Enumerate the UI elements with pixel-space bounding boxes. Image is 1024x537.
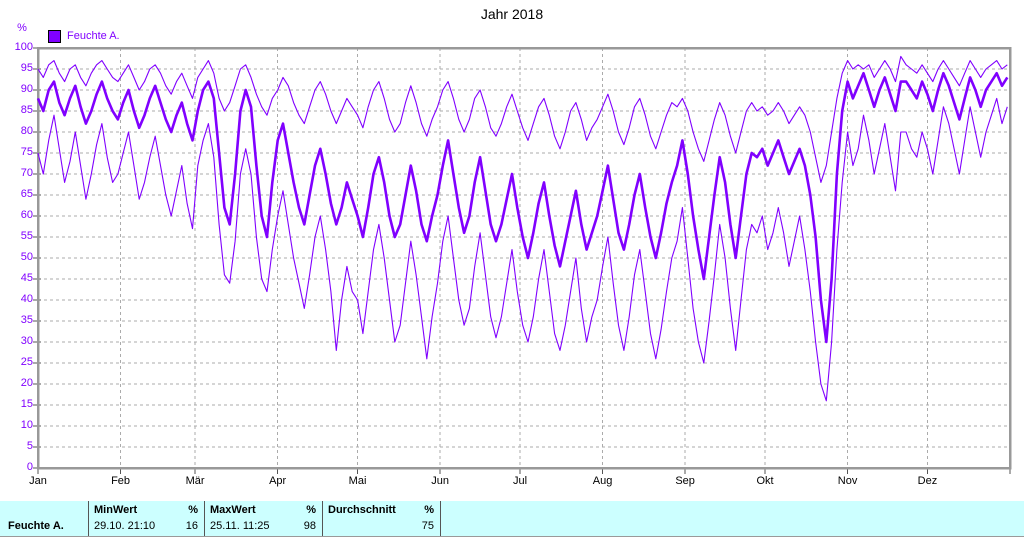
x-tick-label: Aug: [592, 475, 613, 487]
x-tick-label: Dez: [917, 475, 938, 487]
min-datetime: 29.10. 21:10: [94, 520, 156, 532]
x-tick-label: Sep: [675, 475, 695, 487]
max-datetime: 25.11. 11:25: [210, 520, 270, 532]
avg-value: 75: [421, 520, 434, 532]
x-tick-label: Nov: [837, 475, 858, 487]
y-tick-label: 15: [20, 398, 33, 410]
table-separator: [88, 501, 89, 536]
x-tick-label: Jun: [431, 475, 449, 487]
table-separator: [440, 501, 441, 536]
y-axis-unit-label: %: [17, 22, 27, 34]
minwert-header: MinWert: [94, 504, 138, 516]
max-value: 98: [303, 520, 316, 532]
y-tick-label: 25: [20, 356, 33, 368]
chart-title: Jahr 2018: [480, 6, 544, 22]
y-tick-label: 45: [20, 272, 33, 284]
y-tick-label: 80: [20, 125, 33, 137]
series-daily-max: [37, 55, 1008, 183]
maxwert-unit-header: %: [306, 504, 316, 516]
legend: Feuchte A.: [48, 29, 120, 43]
y-tick-label: 35: [20, 314, 33, 326]
y-tick-label: 5: [26, 440, 33, 452]
y-tick-label: 50: [20, 251, 33, 263]
y-tick-label: 20: [20, 377, 33, 389]
x-tick-label: Okt: [756, 475, 774, 487]
y-tick-label: 10: [20, 419, 33, 431]
legend-color-swatch: [48, 29, 61, 43]
series-daily-mean: [36, 71, 1009, 344]
plot-frame: [36, 46, 1012, 470]
stats-table: MinWert % MaxWert % Durchschnitt % Feuch…: [0, 501, 1024, 537]
x-tick-label: Jul: [512, 475, 528, 487]
minwert-unit-header: %: [188, 504, 198, 516]
y-tick-label: 90: [20, 83, 33, 95]
x-tick-label: Feb: [111, 475, 131, 487]
table-separator: [322, 501, 323, 536]
y-tick-label: 65: [20, 188, 33, 200]
y-tick-label: 60: [20, 209, 33, 221]
y-tick-label: 30: [20, 335, 33, 347]
y-tick-label: 100: [14, 41, 33, 53]
y-tick-label: 85: [20, 104, 33, 116]
y-tick-label: 0: [26, 461, 33, 473]
durchschnitt-unit-header: %: [424, 504, 434, 516]
table-row-label: Feuchte A.: [8, 520, 64, 532]
x-tick-label: Mai: [348, 475, 367, 487]
x-tick-label: Mär: [185, 475, 205, 487]
y-tick-label: 95: [20, 62, 33, 74]
y-tick-label: 70: [20, 167, 33, 179]
min-value: 16: [185, 520, 198, 532]
series-daily-min: [37, 97, 1008, 402]
table-separator: [204, 501, 205, 536]
y-tick-label: 55: [20, 230, 33, 242]
y-tick-label: 75: [20, 146, 33, 158]
durchschnitt-header: Durchschnitt: [328, 504, 396, 516]
legend-label: Feuchte A.: [67, 30, 120, 42]
x-tick-label: Apr: [269, 475, 287, 487]
maxwert-header: MaxWert: [210, 504, 256, 516]
y-tick-label: 40: [20, 293, 33, 305]
x-tick-label: Jan: [29, 475, 47, 487]
